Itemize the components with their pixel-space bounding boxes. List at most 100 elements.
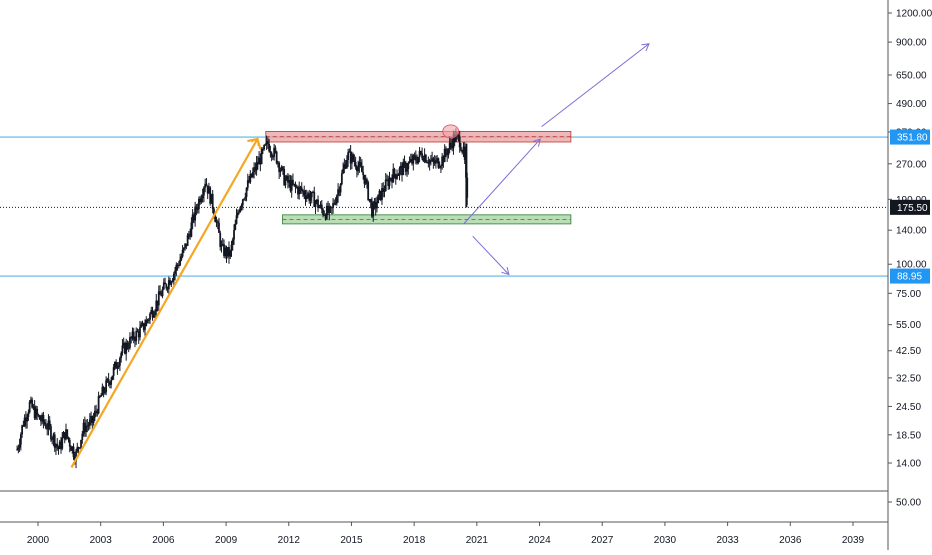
candle-body (450, 142, 452, 145)
projection-arrow-breakout[interactable] (541, 44, 649, 128)
candle-body (226, 247, 229, 257)
candle-body (238, 211, 240, 213)
candle-body (36, 408, 39, 415)
candle-body (254, 167, 257, 171)
candle-body (119, 358, 121, 366)
candle (107, 372, 110, 387)
candle-body (427, 162, 430, 164)
candle-body (98, 396, 101, 398)
y-tick-label: 55.00 (896, 320, 921, 331)
candle-body (339, 184, 342, 193)
candle (367, 180, 370, 202)
candle-body (447, 148, 450, 156)
candle-body (85, 425, 87, 432)
candle-body (18, 444, 21, 448)
candle-body (273, 147, 276, 157)
x-tick-label: 2006 (152, 535, 175, 546)
candle-body (381, 188, 383, 200)
candle-body (161, 289, 164, 297)
projection-arrow-breakdown[interactable] (472, 235, 509, 274)
candle-body (159, 291, 161, 295)
candle (72, 443, 75, 460)
candle (322, 207, 324, 218)
candle-body (396, 175, 398, 179)
candle (179, 253, 182, 267)
candle (357, 160, 360, 176)
candle-body (235, 215, 238, 224)
candle (288, 174, 291, 188)
candle-body (31, 399, 34, 408)
candle-body (77, 447, 80, 449)
candle (238, 209, 240, 215)
candle-body (200, 198, 203, 203)
candle (55, 443, 57, 455)
candle-body (335, 195, 338, 204)
candle (427, 156, 430, 168)
candle-body (407, 162, 410, 170)
candle (342, 162, 345, 175)
candle-body (304, 195, 307, 200)
candle (411, 153, 413, 166)
candle (62, 430, 65, 439)
candle-body (265, 141, 268, 145)
candle (443, 144, 446, 163)
candle-body (24, 417, 27, 422)
candle (32, 403, 35, 411)
candle-body (76, 447, 79, 452)
candle (348, 148, 351, 153)
candle-body (60, 441, 62, 449)
candle-body (387, 179, 390, 187)
candle-body (428, 160, 431, 164)
candle-body (324, 214, 327, 219)
candle (359, 156, 362, 168)
candle-body (314, 202, 317, 208)
trend-arrow-up[interactable] (70, 139, 257, 468)
drawing-tools[interactable] (70, 44, 649, 468)
candle (379, 190, 382, 202)
candle-body (132, 331, 135, 340)
candle (353, 154, 356, 167)
candle (392, 163, 395, 183)
candle (195, 203, 198, 216)
candle-body (71, 446, 74, 451)
candle (78, 447, 81, 450)
candle (33, 400, 36, 420)
candle (142, 322, 145, 333)
candle (457, 133, 460, 142)
candle (201, 188, 204, 203)
candle (423, 148, 426, 164)
candle (119, 356, 121, 371)
candle (402, 158, 405, 176)
candle (343, 158, 346, 174)
highlight-circle[interactable] (442, 124, 460, 139)
candle-body (234, 223, 237, 230)
candle (339, 182, 342, 196)
candle-body (239, 207, 242, 212)
candle (271, 154, 274, 160)
candle (381, 182, 383, 205)
candle (96, 408, 99, 417)
candle-body (364, 179, 367, 184)
candle (110, 377, 113, 389)
candle-body (255, 162, 258, 171)
candle (40, 414, 42, 426)
projection-arrow-to-resistance[interactable] (463, 140, 539, 224)
candlestick-series (16, 128, 469, 469)
candle (386, 174, 388, 182)
candle (355, 165, 358, 178)
candle-body (198, 198, 200, 209)
candle-body (340, 173, 343, 185)
candle (184, 243, 187, 251)
candle (180, 253, 183, 262)
candle-body (21, 425, 24, 435)
candle-body (260, 149, 263, 165)
x-tick-label: 2021 (466, 535, 489, 546)
candle (23, 414, 26, 428)
candle-body (275, 151, 278, 164)
candle (154, 309, 156, 319)
candle (36, 405, 39, 421)
candle (48, 416, 51, 431)
candle (460, 142, 462, 152)
